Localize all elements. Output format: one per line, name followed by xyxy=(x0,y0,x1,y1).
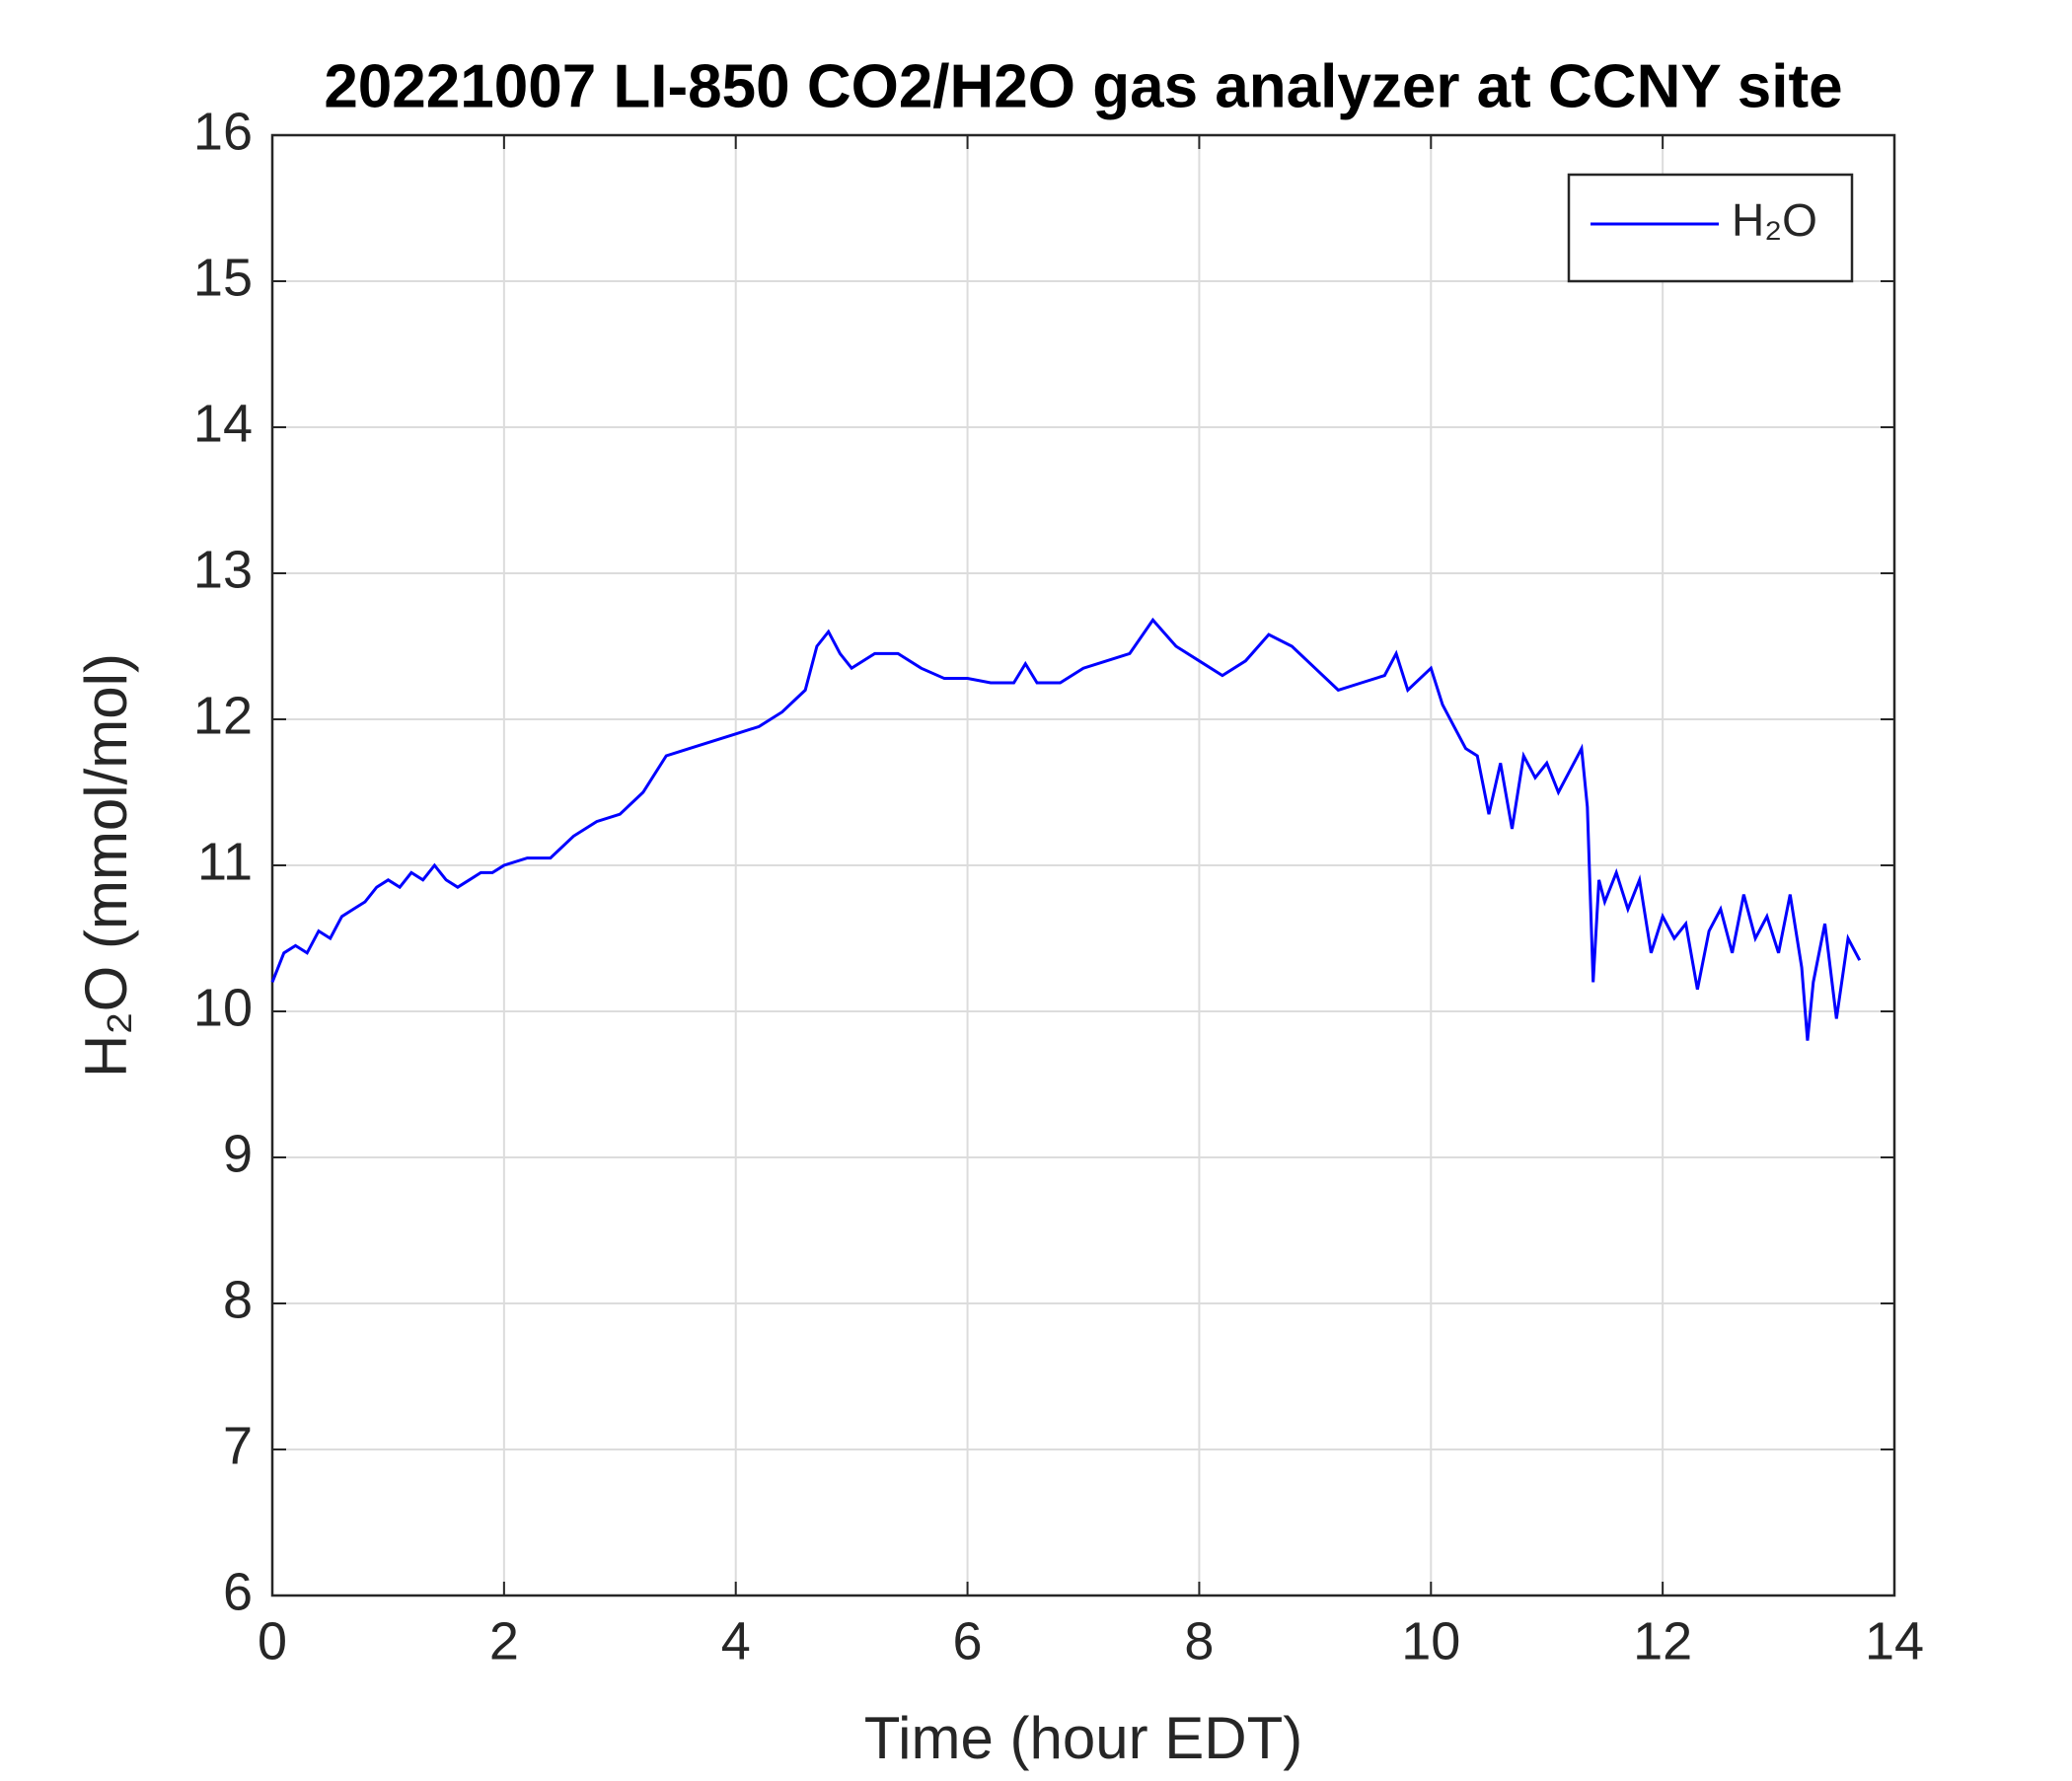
x-tick-label: 6 xyxy=(953,1611,983,1670)
x-tick-label: 2 xyxy=(489,1611,519,1670)
y-axis-label: H₂O (mmol/mol) xyxy=(73,653,139,1077)
y-tick-label: 14 xyxy=(193,394,253,453)
y-tick-label: 7 xyxy=(223,1416,253,1475)
axes-box xyxy=(270,133,1896,1597)
x-tick-label: 0 xyxy=(258,1611,287,1670)
legend-box xyxy=(1567,173,1854,283)
x-axis-label: Time (hour EDT) xyxy=(864,1705,1303,1771)
x-tick-label: 4 xyxy=(721,1611,751,1670)
y-tick-label: 9 xyxy=(223,1124,253,1183)
legend-label: H₂O xyxy=(1732,194,1817,246)
y-tick-label: 16 xyxy=(193,102,253,161)
y-tick-label: 10 xyxy=(193,978,253,1037)
y-tick-label: 11 xyxy=(197,832,253,891)
x-tick-label: 10 xyxy=(1401,1611,1460,1670)
y-tick-label: 8 xyxy=(223,1270,253,1329)
legend: H₂O xyxy=(1567,173,1854,283)
y-tick-label: 15 xyxy=(193,248,253,307)
data-line xyxy=(270,617,1862,1041)
chart-title: 20221007 LI-850 CO2/H2O gas analyzer at … xyxy=(324,52,1842,120)
y-tick-label: 12 xyxy=(193,686,253,745)
x-tick-label: 14 xyxy=(1865,1611,1924,1670)
y-tick-label: 6 xyxy=(223,1562,253,1621)
x-tick-label: 12 xyxy=(1633,1611,1692,1670)
x-tick-label: 8 xyxy=(1184,1611,1214,1670)
y-tick-label: 13 xyxy=(193,540,253,599)
